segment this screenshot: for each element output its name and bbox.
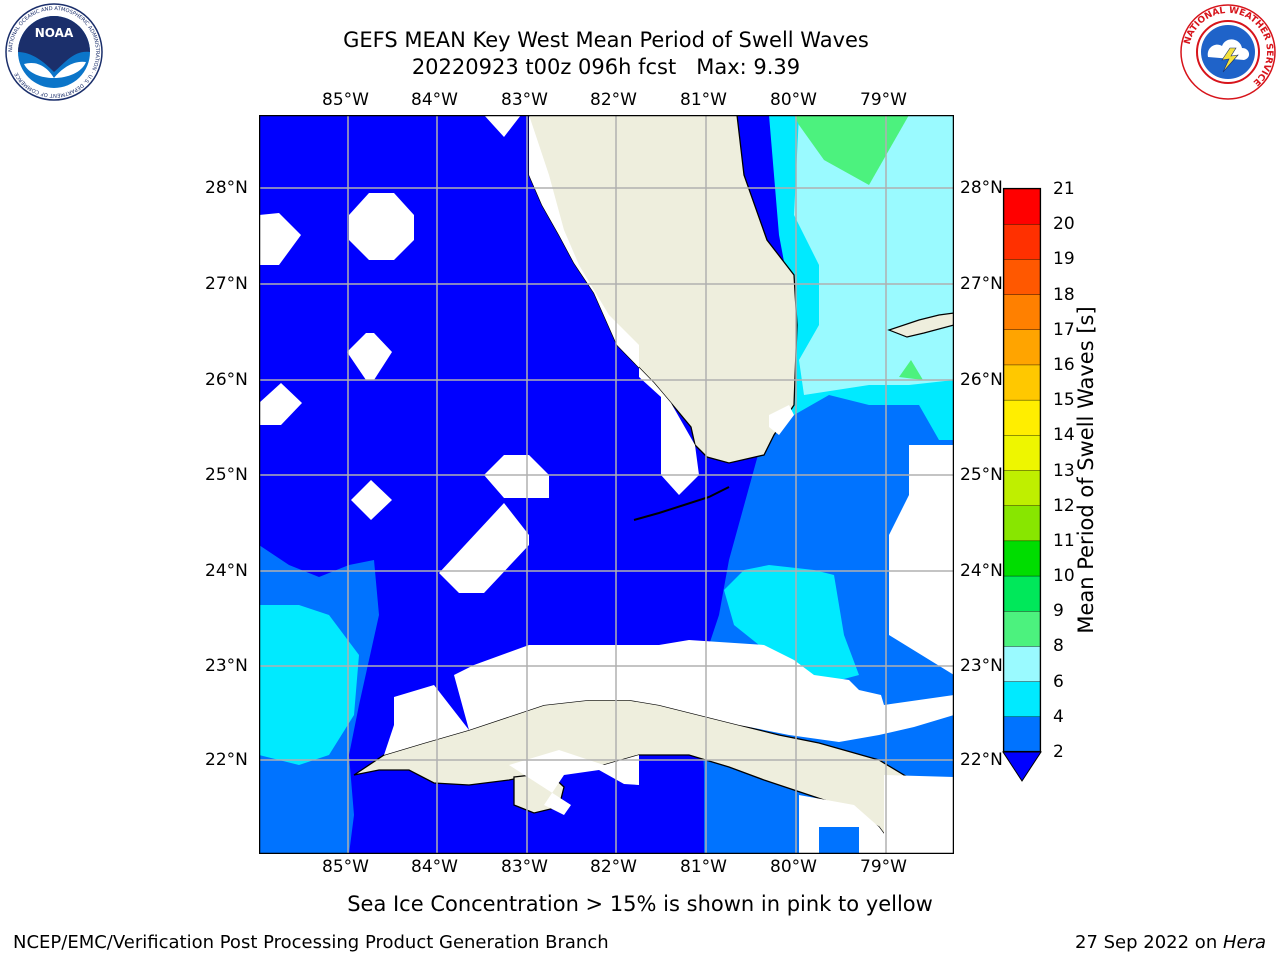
colorbar-tick-label: 21	[1053, 179, 1075, 199]
colorbar-segment	[1003, 399, 1041, 437]
colorbar-segment	[1003, 294, 1041, 331]
colorbar-segment	[1003, 716, 1041, 753]
lon-label-bottom: 83°W	[501, 857, 548, 877]
colorbar-tick-label: 10	[1053, 566, 1075, 587]
colorbar-segment	[1003, 611, 1041, 648]
title-line-2: 20220923 t00z 096h fcst Max: 9.39	[411, 55, 801, 79]
lon-label-top: 84°W	[411, 90, 458, 110]
lat-label-right: 24°N	[960, 561, 1003, 581]
lon-label-top: 85°W	[322, 90, 369, 110]
colorbar-tick-label: 16	[1053, 354, 1075, 375]
colorbar-frame	[1002, 187, 1042, 753]
band-6-8-straits	[724, 565, 859, 683]
lon-label-bottom: 82°W	[590, 857, 637, 877]
lat-label-right: 28°N	[960, 178, 1003, 198]
lon-label-bottom: 80°W	[770, 857, 817, 877]
lon-label-top: 83°W	[501, 90, 548, 110]
map-frame	[259, 115, 954, 854]
footer-host: Hera	[1222, 932, 1266, 953]
colorbar-tick-label: 12	[1053, 495, 1075, 516]
footer-right: 27 Sep 2022 on Hera	[1075, 932, 1266, 954]
colorbar-tick-label: 2	[1053, 742, 1064, 762]
nws-logo-icon: NATIONAL WEATHER SERVICE	[1180, 4, 1276, 100]
lat-label-left: 24°N	[205, 561, 248, 581]
sea-ice-note: Sea Ice Concentration > 15% is shown in …	[347, 892, 933, 916]
footer-date: 27 Sep 2022 on	[1075, 932, 1223, 953]
colorbar-tick-label: 19	[1053, 249, 1075, 270]
colorbar-tick-label: 6	[1053, 671, 1064, 692]
lat-label-right: 22°N	[960, 750, 1003, 770]
bahamas-land	[887, 312, 954, 338]
colorbar-segment	[1003, 540, 1041, 577]
colorbar-tick-label: 8	[1053, 636, 1064, 657]
colorbar-segment	[1003, 681, 1041, 718]
colorbar-tick-label: 11	[1053, 530, 1075, 551]
colorbar-tick-label: 15	[1053, 390, 1075, 411]
graticule	[259, 115, 954, 854]
colorbar-label: Mean Period of Swell Waves [s]	[1074, 306, 1098, 634]
florida-keys	[633, 486, 730, 521]
colorbar-tick-label: 9	[1053, 601, 1064, 622]
mask-region	[259, 213, 301, 265]
colorbar	[1002, 187, 1042, 782]
title-line-1: GEFS MEAN Key West Mean Period of Swell …	[343, 28, 869, 52]
lat-label-right: 27°N	[960, 274, 1003, 294]
colorbar-segment	[1003, 188, 1041, 225]
lat-label-right: 25°N	[960, 465, 1003, 485]
colorbar-segment	[1003, 505, 1041, 542]
colorbar-segment	[1003, 259, 1041, 296]
lon-label-bottom: 84°W	[411, 857, 458, 877]
lon-label-top: 82°W	[590, 90, 637, 110]
lon-label-bottom: 79°W	[860, 857, 907, 877]
colorbar-tick-label: 4	[1053, 706, 1064, 727]
lon-label-top: 81°W	[680, 90, 727, 110]
colorbar-tick-label: 17	[1053, 319, 1075, 340]
lon-label-bottom: 85°W	[322, 857, 369, 877]
band-9-10-area	[794, 115, 909, 185]
colorbar-tick-label: 14	[1053, 425, 1075, 446]
swell-period-map	[259, 115, 954, 854]
lat-label-left: 28°N	[205, 178, 248, 198]
colorbar-tick-label: 20	[1053, 214, 1075, 235]
lon-label-bottom: 81°W	[680, 857, 727, 877]
noaa-logo-word: NOAA	[35, 26, 74, 40]
colorbar-segment	[1003, 329, 1041, 366]
lat-label-left: 26°N	[205, 370, 248, 390]
lat-label-left: 22°N	[205, 750, 248, 770]
lat-label-left: 25°N	[205, 465, 248, 485]
band-6-8-west	[259, 605, 359, 765]
colorbar-segment	[1003, 646, 1041, 683]
colorbar-tick-label: 13	[1053, 460, 1075, 481]
colorbar-segment	[1003, 223, 1041, 261]
lon-label-top: 80°W	[770, 90, 817, 110]
footer-left: NCEP/EMC/Verification Post Processing Pr…	[13, 932, 609, 953]
colorbar-extend-triangle	[1002, 751, 1042, 782]
colorbar-tick-label: 18	[1053, 284, 1075, 305]
colorbar-segment	[1003, 575, 1041, 612]
lat-label-left: 23°N	[205, 656, 248, 676]
colorbar-segment	[1003, 435, 1041, 472]
lat-label-right: 23°N	[960, 656, 1003, 676]
lon-label-top: 79°W	[860, 90, 907, 110]
lat-label-left: 27°N	[205, 274, 248, 294]
colorbar-segment	[1003, 364, 1041, 401]
lat-label-right: 26°N	[960, 370, 1003, 390]
noaa-logo-icon: NOAA NATIONAL OCEANIC AND ATMOSPHERIC AD…	[5, 3, 103, 101]
colorbar-segment	[1003, 470, 1041, 507]
